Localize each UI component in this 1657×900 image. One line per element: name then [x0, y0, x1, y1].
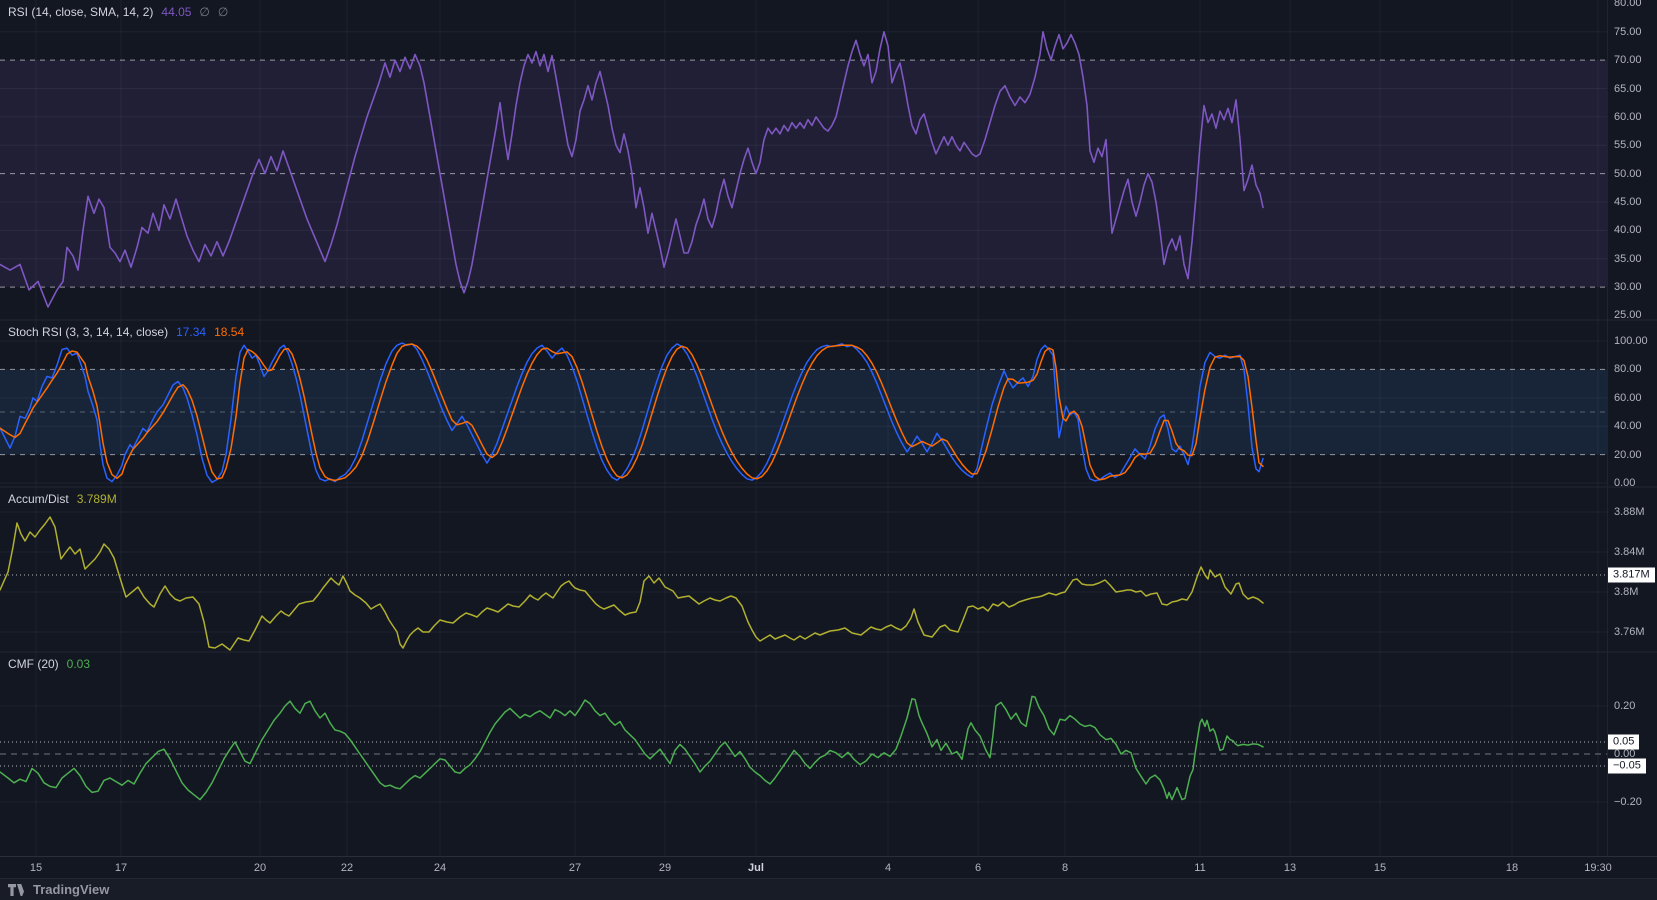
bottom-toolbar: TradingView: [0, 878, 1657, 900]
cmf-scale-label-0.00: 0.00: [1614, 748, 1636, 760]
cmf-scale-label-−0.20: −0.20: [1614, 796, 1642, 808]
legend-value: ∅: [217, 5, 229, 19]
stoch-scale-label-20.00: 20.00: [1614, 449, 1642, 461]
legend-ad[interactable]: Accum/Dist 3.789M: [8, 492, 117, 506]
indicator-panes-canvas[interactable]: [0, 0, 1657, 856]
legend-cmf[interactable]: CMF (20) 0.03: [8, 657, 90, 671]
rsi-scale-label-75.00: 75.00: [1614, 26, 1642, 38]
rsi-scale-label-45.00: 45.00: [1614, 196, 1642, 208]
legend-title[interactable]: CMF (20): [8, 657, 59, 671]
cmf-level-price-label: −0.05: [1608, 758, 1646, 774]
time-tick-17: 17: [114, 862, 128, 874]
time-scale[interactable]: 15 17 20 22 24 27 29 Jul 4 6 8 11 13 15 18 19:30: [0, 856, 1657, 879]
time-tick-15: 15: [1373, 862, 1387, 874]
time-tick-Jul: Jul: [748, 862, 764, 874]
time-tick-24: 24: [433, 862, 447, 874]
rsi-scale-label-35.00: 35.00: [1614, 253, 1642, 265]
ad-level-price-label: 3.817M: [1608, 567, 1655, 583]
legend-rsi[interactable]: RSI (14, close, SMA, 14, 2) 44.05 ∅ ∅: [8, 5, 228, 19]
time-tick-15: 15: [29, 862, 43, 874]
legend-value: 44.05: [161, 5, 192, 19]
time-tick-11: 11: [1194, 862, 1206, 874]
time-tick-22: 22: [340, 862, 354, 874]
legend-value: 0.03: [66, 657, 91, 671]
cmf-scale-label-0.20: 0.20: [1614, 700, 1636, 712]
rsi-scale-label-25.00: 25.00: [1614, 309, 1642, 321]
rsi-scale-label-65.00: 65.00: [1614, 83, 1642, 95]
rsi-scale-label-50.00: 50.00: [1614, 168, 1642, 180]
stoch-scale-label-60.00: 60.00: [1614, 392, 1642, 404]
rsi-scale-label-70.00: 70.00: [1614, 54, 1642, 66]
cmf-series-CMF: [0, 695, 1264, 801]
legend-value: 17.34: [176, 325, 207, 339]
tradingview-logo-text: TradingView: [33, 882, 110, 897]
tradingview-logo-icon: [8, 883, 27, 896]
legend-value: 18.54: [214, 325, 245, 339]
stoch-band-fill: [0, 369, 1607, 455]
price-scale[interactable]: [1607, 0, 1657, 878]
rsi-scale-label-30.00: 30.00: [1614, 281, 1642, 293]
ad-scale-label-3.88M: 3.88M: [1614, 506, 1645, 518]
legend-stoch[interactable]: Stoch RSI (3, 3, 14, 14, close) 17.34 18.5…: [8, 325, 244, 339]
stoch-scale-label-100.00: 100.00: [1614, 335, 1648, 347]
rsi-scale-label-80.00: 80.00: [1614, 0, 1642, 9]
time-tick-8: 8: [1061, 862, 1069, 874]
ad-scale-label-3.84M: 3.84M: [1614, 546, 1645, 558]
time-tick-20: 20: [253, 862, 267, 874]
legend-value: 3.789M: [76, 492, 117, 506]
legend-title[interactable]: Accum/Dist: [8, 492, 69, 506]
stoch-scale-label-40.00: 40.00: [1614, 420, 1642, 432]
legend-title[interactable]: RSI (14, close, SMA, 14, 2): [8, 5, 154, 19]
time-tick-19:30: 19:30: [1584, 862, 1612, 874]
stoch-scale-label-0.00: 0.00: [1614, 477, 1636, 489]
stoch-series-%K: [0, 342, 1264, 484]
rsi-scale-label-60.00: 60.00: [1614, 111, 1642, 123]
ad-scale-label-3.76M: 3.76M: [1614, 626, 1645, 638]
rsi-series-RSI: [0, 30, 1264, 308]
stoch-scale-label-80.00: 80.00: [1614, 363, 1642, 375]
time-tick-4: 4: [884, 862, 892, 874]
time-tick-13: 13: [1283, 862, 1297, 874]
ad-scale-label-3.8M: 3.8M: [1614, 586, 1639, 598]
time-tick-6: 6: [974, 862, 982, 874]
time-tick-27: 27: [568, 862, 582, 874]
stoch-series-%D: [0, 343, 1264, 482]
legend-value: ∅: [199, 5, 210, 19]
rsi-scale-label-40.00: 40.00: [1614, 224, 1642, 236]
time-tick-29: 29: [658, 862, 672, 874]
time-tick-18: 18: [1505, 862, 1519, 874]
ad-series-ADL: [0, 516, 1264, 651]
cmf-level-price-label: 0.05: [1608, 734, 1640, 750]
rsi-scale-label-55.00: 55.00: [1614, 139, 1642, 151]
legend-title[interactable]: Stoch RSI (3, 3, 14, 14, close): [8, 325, 169, 339]
tradingview-logo[interactable]: TradingView: [8, 882, 109, 897]
